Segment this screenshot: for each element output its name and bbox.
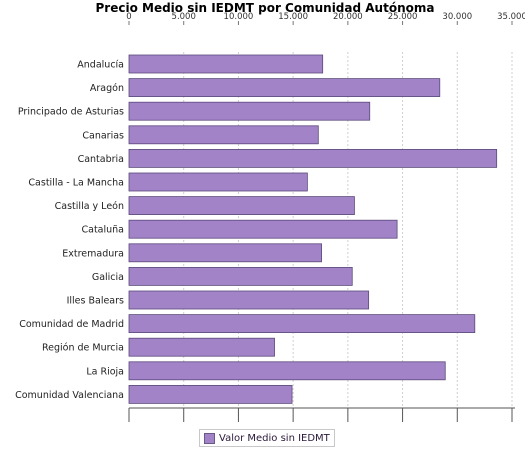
tick-layer: 0 5.000 10.000 15.000 20.000 25.000 30.000 35.0… [126, 12, 525, 422]
tick-label: 35.000 [497, 12, 525, 22]
category-labels: Andalucía Aragón Principado de Asturias Can… [15, 60, 124, 401]
bar [128, 148, 498, 168]
category-label: Comunidad Valenciana [15, 390, 124, 401]
tick-label: 30.000 [442, 12, 472, 22]
bar [128, 172, 308, 192]
bar [128, 361, 446, 381]
category-label: Castilla - La Mancha [28, 178, 124, 189]
category-label: La Rioja [86, 366, 124, 377]
category-label: Región de Murcia [42, 343, 124, 354]
bar [128, 384, 293, 404]
bar [128, 125, 319, 145]
category-label: Castilla y León [55, 201, 124, 212]
bar [128, 314, 476, 334]
bar [128, 243, 322, 263]
tick-label: 15.000 [278, 12, 308, 22]
bar [128, 101, 371, 121]
legend-label: Valor Medio sin IEDMT [219, 432, 330, 444]
legend-swatch [204, 432, 215, 444]
category-label: Extremadura [62, 248, 124, 259]
category-label: Cantabria [78, 154, 124, 165]
tick-label: 0 [126, 12, 131, 22]
tick-label: 20.000 [333, 12, 363, 22]
bar [128, 290, 370, 310]
legend: Valor Medio sin IEDMT [199, 429, 335, 447]
tick-label: 10.000 [224, 12, 254, 22]
category-label: Andalucía [77, 60, 124, 71]
chart-title: Precio Medio sin IEDMT por Comunidad Aut… [95, 1, 435, 15]
bar [128, 337, 275, 357]
category-label: Illes Balears [67, 296, 124, 307]
category-label: Canarias [82, 130, 124, 141]
category-label: Comunidad de Madrid [19, 319, 124, 330]
bar [128, 78, 441, 97]
category-label: Aragón [90, 83, 124, 94]
tick-label: 25.000 [388, 12, 418, 22]
bar [128, 54, 324, 74]
category-label: Galicia [92, 272, 124, 283]
bar [128, 196, 355, 216]
category-label: Cataluña [81, 225, 124, 236]
category-label: Principado de Asturias [18, 107, 124, 118]
bar [128, 266, 353, 286]
bar-layer [128, 54, 498, 404]
bar [128, 219, 398, 239]
tick-label: 5.000 [172, 12, 196, 22]
